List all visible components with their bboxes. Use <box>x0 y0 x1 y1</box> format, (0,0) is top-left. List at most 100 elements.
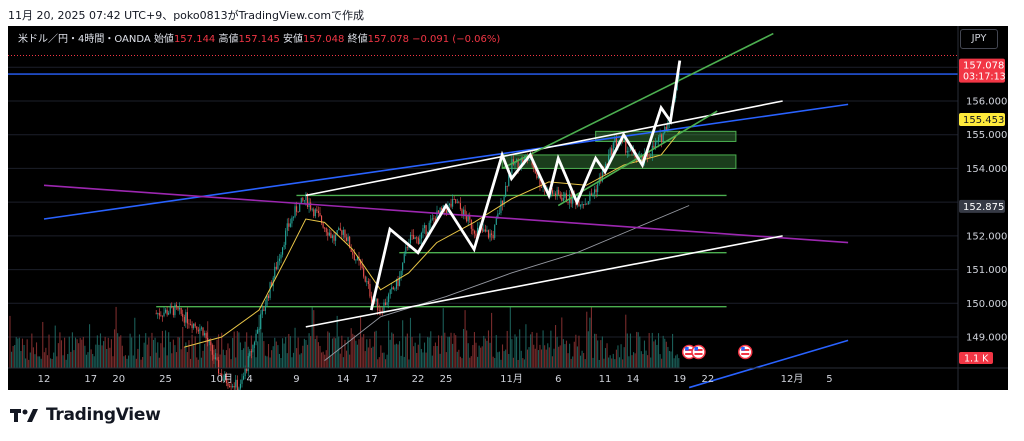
volume-bar <box>40 358 42 368</box>
time-tick-label: 5 <box>826 374 832 385</box>
volume-bar <box>292 352 295 368</box>
candle-body <box>528 159 530 161</box>
candle-body <box>629 147 631 151</box>
candle-body <box>291 217 293 224</box>
volume-bar <box>452 343 454 368</box>
volume-bar <box>417 344 419 368</box>
candle-body <box>188 323 190 325</box>
candle-body <box>419 238 421 244</box>
candle-body <box>495 218 497 225</box>
candle-body <box>333 235 335 241</box>
volume-bar <box>399 341 401 368</box>
volume-bar <box>628 356 630 368</box>
volume-bar <box>314 338 316 368</box>
candle-body <box>661 134 663 143</box>
candle-body <box>570 194 572 204</box>
candle-body <box>615 137 617 146</box>
volume-bar <box>115 306 117 368</box>
volume-bar <box>433 346 435 368</box>
price-tag <box>959 112 1005 126</box>
volume-bar <box>286 353 288 368</box>
candle-body <box>539 176 541 187</box>
chart-panel[interactable]: 149.000 150.000 151.000 152.000 154.000 155.0… <box>8 26 1008 390</box>
candle-body <box>347 236 349 241</box>
candle-body <box>321 215 323 223</box>
volume-bar <box>84 345 86 368</box>
candle-body <box>572 196 574 204</box>
currency-button[interactable]: JPY <box>960 29 998 49</box>
price-chart[interactable]: 149.000 150.000 151.000 152.000 154.000 155.0… <box>8 26 1008 390</box>
volume-bar <box>299 354 301 368</box>
candle-body <box>271 282 273 287</box>
candle-body <box>650 156 652 157</box>
candle-body <box>175 304 178 308</box>
volume-bar <box>631 355 633 368</box>
volume-bar <box>294 327 296 368</box>
volume-bar <box>477 356 479 368</box>
volume-bar <box>252 355 254 368</box>
volume-bar <box>59 332 61 368</box>
candle-body <box>207 337 209 343</box>
trend-line <box>43 184 849 244</box>
volume-bar <box>225 350 227 368</box>
volume-bar <box>120 335 122 368</box>
volume-bar <box>18 337 20 368</box>
candle-body <box>244 368 246 377</box>
volume-bar <box>423 342 426 368</box>
volume-bar <box>193 345 195 368</box>
volume-bar <box>565 340 568 368</box>
candle-body <box>402 262 404 271</box>
volume-bar <box>310 336 312 368</box>
volume-bar <box>367 347 369 368</box>
candle-body <box>522 159 524 164</box>
candle-body <box>219 373 221 375</box>
candle-body <box>397 278 399 286</box>
volume-bar <box>640 351 642 368</box>
time-tick-label: 19 <box>673 374 686 385</box>
candle-body <box>433 218 435 220</box>
candle-body <box>285 230 287 245</box>
volume-bar <box>673 358 675 368</box>
volume-bar <box>158 357 160 368</box>
volume-bar <box>296 348 298 368</box>
volume-bar <box>278 353 280 368</box>
candle-body <box>464 209 466 216</box>
volume-bar <box>478 345 480 368</box>
candle-body <box>657 137 660 142</box>
volume-bar <box>319 345 321 368</box>
candle-body <box>436 210 438 223</box>
volume-bar <box>511 339 513 368</box>
candle-body <box>278 258 280 262</box>
volume-bar <box>54 325 56 368</box>
candle-body <box>286 223 288 231</box>
volume-bar <box>118 336 120 368</box>
volume-bar <box>185 342 187 368</box>
time-tick-label: 14 <box>337 374 350 385</box>
volume-bar <box>330 356 332 368</box>
volume-bar <box>107 337 109 368</box>
time-tick-label: 17 <box>365 374 378 385</box>
candle-body <box>185 312 187 323</box>
price-tick-label: 155.000 <box>966 130 1007 141</box>
volume-bar <box>534 348 536 368</box>
candle-body <box>292 216 295 218</box>
candle-body <box>403 253 405 263</box>
legend-symbol: 米ドル／円・4時間・OANDA <box>18 34 151 45</box>
volume-bar <box>15 337 17 368</box>
volume-bar <box>503 351 505 368</box>
candle-body <box>386 302 388 305</box>
volume-bar <box>408 359 410 368</box>
volume-bar <box>269 357 271 368</box>
candle-body <box>648 156 650 158</box>
volume-bar <box>328 332 330 368</box>
volume-bar <box>194 336 196 368</box>
candle-body <box>218 360 220 374</box>
legend-close-label: 終値 <box>347 34 368 45</box>
volume-tag <box>959 352 993 364</box>
candle-body <box>249 351 251 357</box>
volume-bar <box>553 348 555 368</box>
candle-body <box>299 203 301 212</box>
volume-bar <box>99 333 102 368</box>
volume-bar <box>174 345 176 368</box>
volume-bar <box>427 336 429 368</box>
